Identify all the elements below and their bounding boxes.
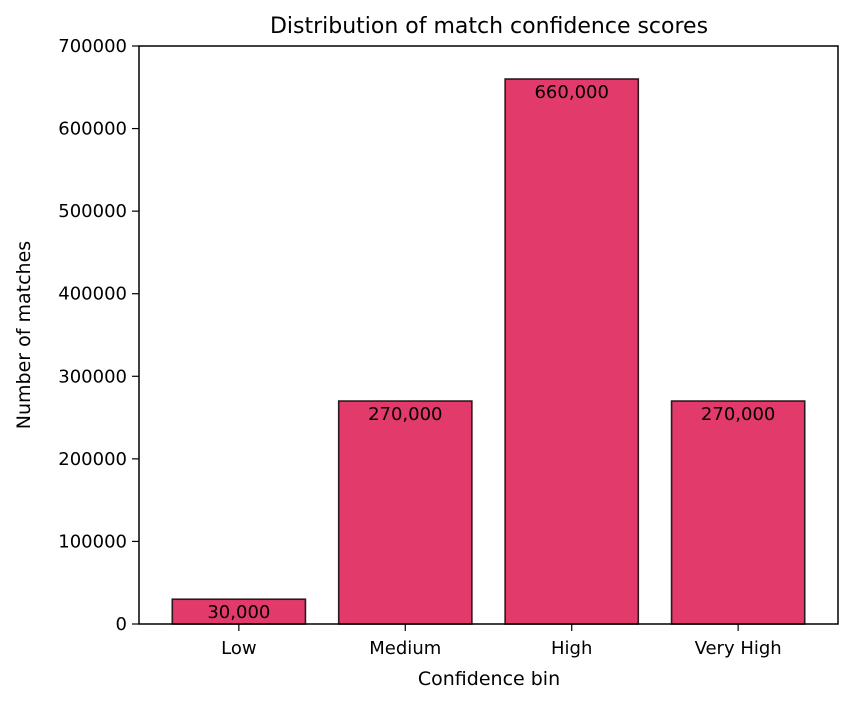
bar xyxy=(337,400,473,625)
x-axis-label: Confidence bin xyxy=(418,668,560,690)
y-tick-label: 100000 xyxy=(58,531,127,552)
x-tick-label: Medium xyxy=(369,638,441,659)
y-axis: 0 100000 200000 300000 400000 500000 600000 700… xyxy=(58,36,139,635)
bar-value-label: 660,000 xyxy=(534,82,608,103)
bar-value-label: 270,000 xyxy=(368,404,442,425)
y-tick-label: 400000 xyxy=(58,284,127,305)
bar xyxy=(670,400,806,625)
x-tick-label: High xyxy=(551,638,592,659)
y-tick-label: 200000 xyxy=(58,449,127,470)
bar xyxy=(171,598,307,625)
y-tick-label: 600000 xyxy=(58,119,127,140)
x-axis: Low Medium High Very High xyxy=(221,624,782,659)
x-tick-label: Low xyxy=(221,638,256,659)
bars-group: 30,000 270,000 660,000 270,000 xyxy=(171,78,806,625)
y-tick-label: 500000 xyxy=(58,201,127,222)
y-tick-label: 700000 xyxy=(58,36,127,57)
bar xyxy=(504,78,640,625)
bar-value-label: 270,000 xyxy=(701,404,775,425)
y-tick-label: 300000 xyxy=(58,366,127,387)
y-axis-label: Number of matches xyxy=(13,241,35,429)
plot-frame xyxy=(138,45,839,625)
bar-value-label: 30,000 xyxy=(207,602,270,623)
x-tick-label: Very High xyxy=(695,638,782,659)
y-tick-label: 0 xyxy=(116,614,127,635)
chart-title: Distribution of match confidence scores xyxy=(270,14,708,39)
